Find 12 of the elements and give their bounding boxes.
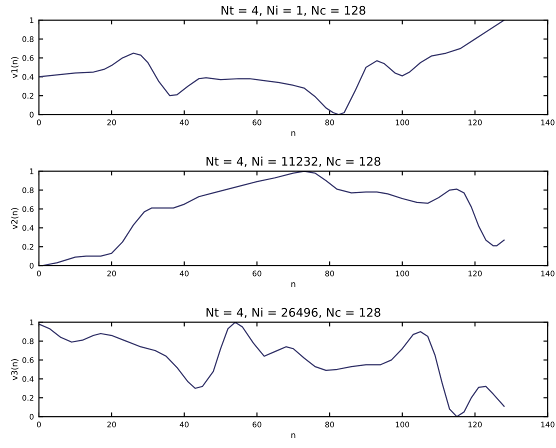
chart-title: Nt = 4, Ni = 11232, Nc = 128	[206, 156, 380, 168]
x-axis-title: n	[291, 131, 296, 136]
chart-title: Nt = 4, Ni = 26496, Nc = 128	[206, 308, 380, 318]
y-axis-title: v2(n)	[11, 208, 18, 230]
chart-title: Nt = 4, Ni = 1, Nc = 128	[222, 6, 366, 16]
line-series	[42, 171, 505, 266]
line-series	[38, 322, 505, 417]
y-axis-title: v3(n)	[11, 359, 18, 380]
x-axis-title: n	[291, 282, 296, 287]
line-series	[38, 20, 505, 115]
y-axis-title: v1(n)	[11, 57, 18, 78]
x-axis-title: n	[291, 433, 296, 438]
